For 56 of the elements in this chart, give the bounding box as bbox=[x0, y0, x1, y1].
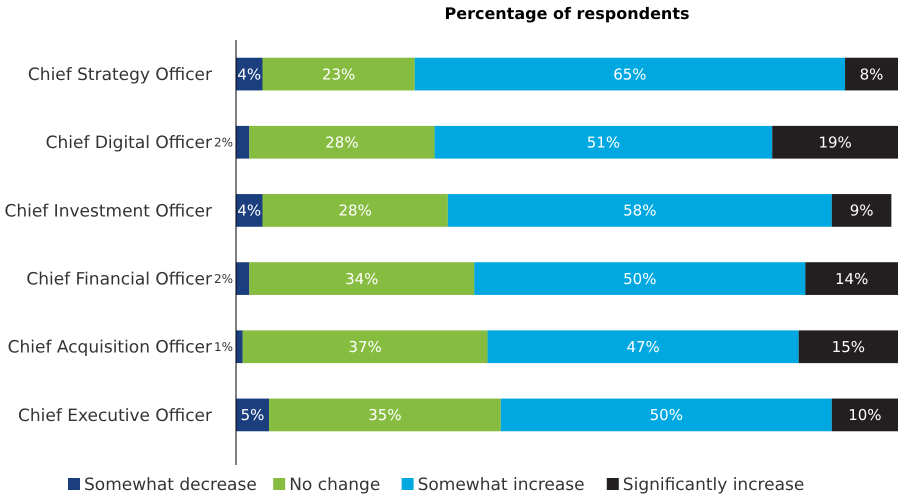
legend-label: Somewhat increase bbox=[418, 474, 585, 495]
y-tick-label: Chief Strategy Officer bbox=[28, 65, 212, 86]
data-label: 51% bbox=[586, 134, 620, 152]
data-label: 4% bbox=[237, 65, 262, 84]
data-label: 15% bbox=[832, 338, 866, 356]
data-label: 28% bbox=[325, 134, 359, 152]
bar bbox=[798, 330, 898, 364]
data-label: 14% bbox=[834, 270, 868, 288]
legend-label: Significantly increase bbox=[622, 474, 804, 495]
bar bbox=[262, 58, 415, 90]
bar bbox=[236, 330, 243, 364]
y-tick-label: Chief Financial Officer bbox=[26, 270, 212, 290]
data-label: 58% bbox=[623, 202, 656, 220]
y-tick-label: Chief Digital Officer bbox=[46, 133, 212, 154]
bar bbox=[832, 194, 892, 227]
bar bbox=[262, 194, 448, 227]
data-label: 4% bbox=[237, 202, 262, 220]
bar bbox=[832, 398, 898, 432]
bar bbox=[414, 58, 846, 90]
data-label: 50% bbox=[650, 406, 683, 424]
data-label: 1% bbox=[214, 340, 233, 354]
data-label: 2% bbox=[214, 272, 233, 286]
y-tick-label: Chief Acquisition Officer bbox=[8, 338, 212, 358]
data-label: 10% bbox=[848, 406, 882, 424]
legend-label: No change bbox=[289, 474, 380, 495]
bar bbox=[488, 330, 799, 364]
bar bbox=[249, 126, 435, 159]
data-label: 47% bbox=[626, 338, 660, 356]
legend-label: Somewhat decrease bbox=[84, 474, 257, 495]
bar bbox=[845, 58, 898, 90]
bar bbox=[249, 262, 474, 295]
data-label: 37% bbox=[348, 338, 382, 356]
data-label: 23% bbox=[322, 65, 356, 84]
bar bbox=[500, 398, 832, 432]
bar bbox=[434, 126, 772, 159]
data-label: 9% bbox=[850, 202, 874, 220]
bar bbox=[242, 330, 488, 364]
bar bbox=[269, 398, 501, 432]
bar bbox=[236, 126, 250, 159]
bar bbox=[772, 126, 898, 159]
data-label: 2% bbox=[214, 135, 233, 150]
bar bbox=[236, 262, 250, 295]
bar bbox=[805, 262, 898, 295]
data-label: 5% bbox=[240, 406, 264, 424]
data-label: 35% bbox=[368, 406, 402, 424]
y-tick-label: Chief Investment Officer bbox=[4, 201, 212, 222]
data-label: 50% bbox=[623, 270, 656, 288]
bar bbox=[448, 194, 832, 227]
data-label: 28% bbox=[338, 202, 372, 220]
data-label: 19% bbox=[818, 134, 852, 152]
chart-title: Percentage of respondents bbox=[444, 4, 690, 23]
bar bbox=[474, 262, 806, 295]
data-label: 8% bbox=[860, 65, 884, 84]
data-label: 34% bbox=[345, 270, 378, 288]
y-tick-label: Chief Executive Officer bbox=[18, 406, 212, 426]
data-label: 65% bbox=[613, 65, 647, 84]
